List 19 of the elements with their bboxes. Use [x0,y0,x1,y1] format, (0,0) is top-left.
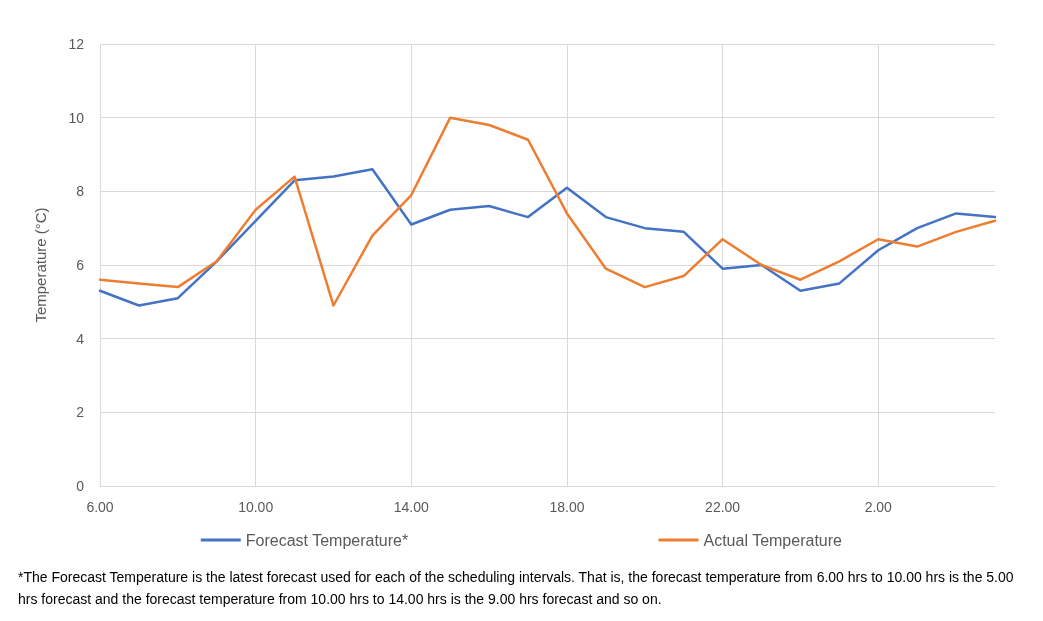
y-tick-label: 6 [76,257,85,273]
x-tick-label: 10.00 [238,499,274,515]
x-tick-label: 6.00 [86,499,114,515]
y-tick-label: 10 [68,109,85,126]
x-tick-label: 14.00 [393,499,430,515]
y-tick-label: 2 [76,404,85,421]
y-tick-label: 12 [68,36,85,52]
text: *The Forecast Temperature is the latest forecast used for each of the scheduling intervals. That is, the forecast temperature from 6.00 hrs to 10.00 hrs is the 5.00 hrs forecast and the forecast temperature from 10.00 hrs to 14.00 hrs is the 9.00 hrs forecast and so on. [18,569,1018,607]
line-series [98,116,997,307]
legend-label: Forecast Temperature* [245,531,409,549]
y-axis-title: Temperature (°C) [32,207,49,323]
y-tick-label: 4 [76,330,85,347]
x-tick-label: 2.00 [864,499,893,515]
y-tick-label: 0 [76,478,85,494]
y-tick-label: 8 [76,183,85,200]
line-series [98,167,997,307]
legend-label: Actual Temperature [703,531,843,549]
x-tick-label: 18.00 [549,499,585,515]
x-tick-label: 22.00 [705,499,741,515]
